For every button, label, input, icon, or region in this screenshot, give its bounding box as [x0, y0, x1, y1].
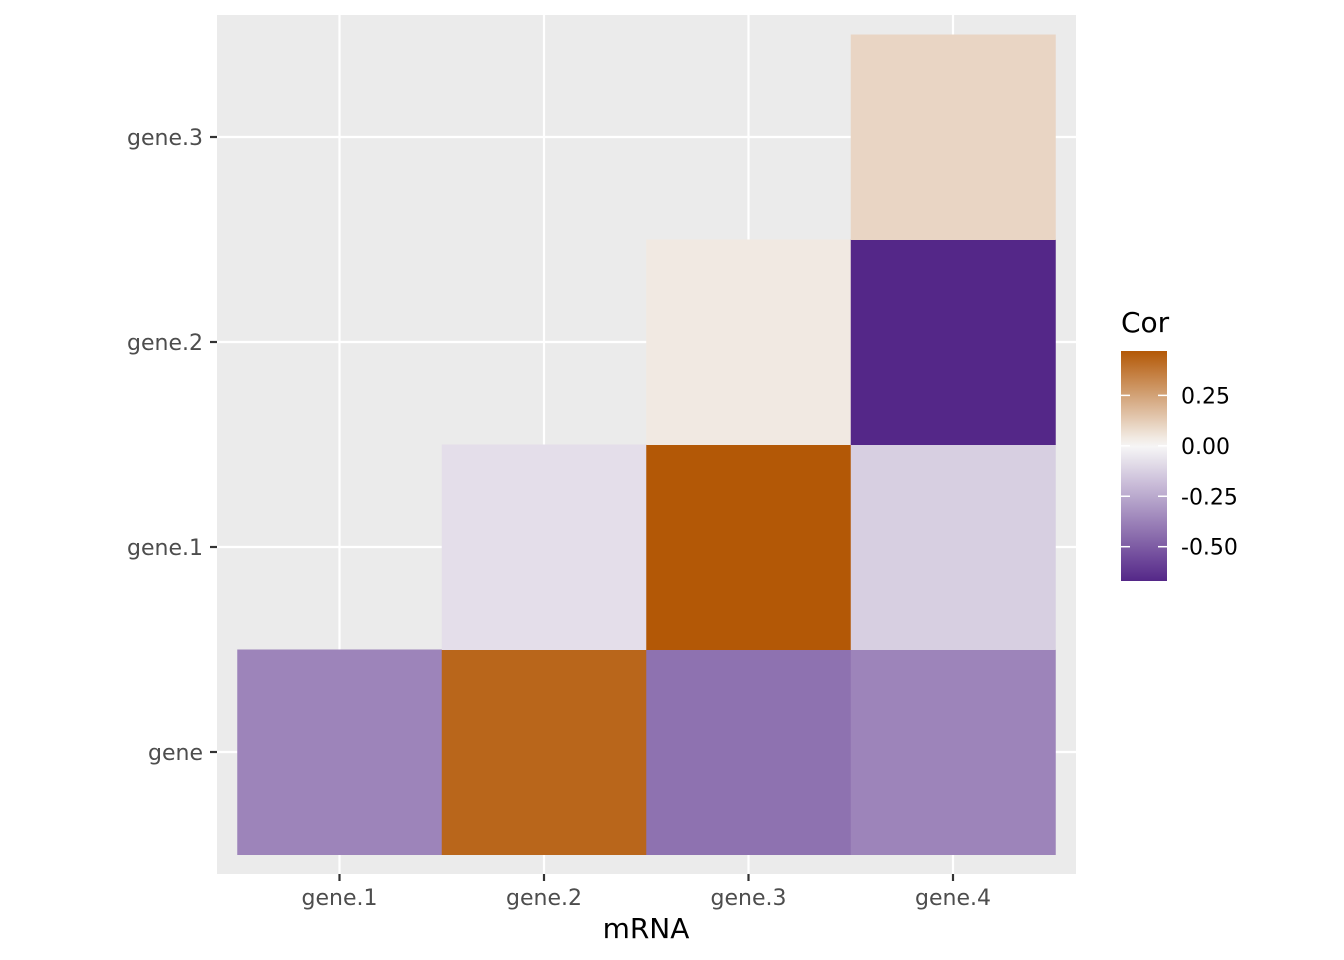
legend-colorbar: [1121, 351, 1167, 581]
x-tick-label: gene.4: [915, 886, 991, 911]
heatmap-cell-gene3-gene: [646, 649, 852, 855]
y-tick-label: gene.1: [127, 536, 203, 561]
heatmap-cell-gene1-gene: [237, 649, 443, 855]
legend-ticks: 0.25 0.00 -0.25 -0.50: [1121, 384, 1238, 561]
heatmap-cell-gene4-gene2: [850, 239, 1056, 445]
heatmap-cell-gene2-gene: [441, 649, 647, 855]
y-tick-label: gene.3: [127, 126, 203, 151]
legend-tick-label: -0.50: [1181, 536, 1238, 561]
legend-tick-label: 0.00: [1181, 435, 1230, 460]
legend-title: Cor: [1121, 306, 1170, 339]
heatmap-cell-gene4-gene3: [850, 34, 1056, 240]
heatmap-cell-gene4-gene: [850, 649, 1056, 855]
y-tick-label: gene: [148, 741, 203, 766]
heatmap-cell-gene4-gene1: [850, 444, 1056, 650]
heatmap-cell-gene3-gene1: [646, 444, 852, 650]
x-tick-label: gene.2: [506, 886, 582, 911]
heatmap-cells: [237, 34, 1056, 855]
heatmap-cell-gene3-gene2: [646, 239, 852, 445]
x-tick-label: gene.1: [302, 886, 378, 911]
x-axis: gene.1 gene.2 gene.3 gene.4: [302, 874, 991, 911]
y-tick-label: gene.2: [127, 331, 203, 356]
y-axis: gene gene.1 gene.2 gene.3: [127, 126, 217, 766]
x-tick-label: gene.3: [711, 886, 787, 911]
legend-tick-label: 0.25: [1181, 384, 1230, 409]
legend: Cor 0.25 0.00 -0.25 -0.50: [1121, 306, 1238, 581]
legend-tick-label: -0.25: [1181, 485, 1238, 510]
x-axis-title: mRNA: [603, 912, 690, 945]
heatmap-cell-gene2-gene1: [441, 444, 647, 650]
